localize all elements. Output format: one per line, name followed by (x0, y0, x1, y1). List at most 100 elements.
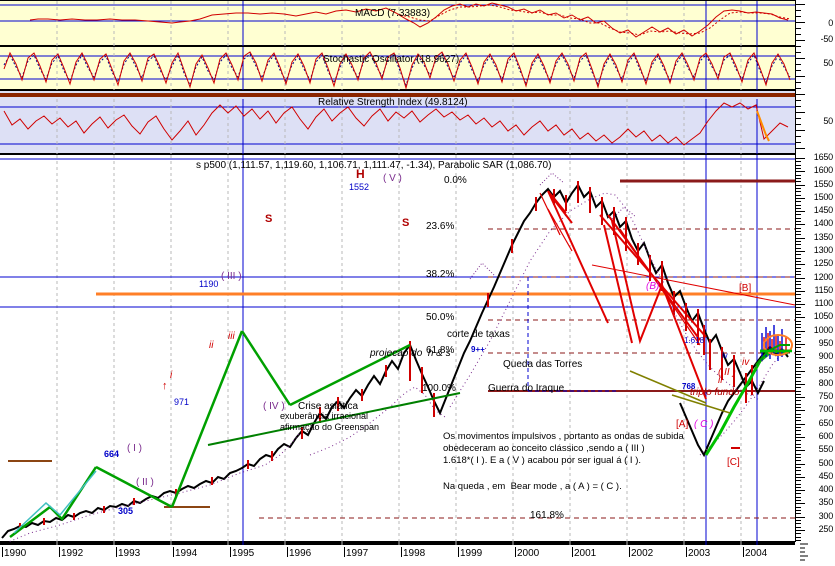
price-tick-label: 850 (818, 364, 834, 375)
date-tick-label: 2000 (515, 547, 540, 559)
price-tick-label: 900 (818, 351, 834, 362)
fib-label-618: 61.8% (426, 345, 455, 356)
price-tick-minor (796, 314, 801, 316)
price-tick (796, 397, 805, 399)
indicator-tick (796, 130, 805, 131)
annotation-crise-asiatica: Crise asiática (298, 401, 359, 412)
price-tick-minor (796, 191, 801, 193)
price-tick (796, 463, 805, 465)
price-tick-minor (796, 167, 801, 169)
bracket-C-dash (731, 447, 740, 449)
rsi-panel: Relative Strength Index (49.8124) (0, 90, 795, 155)
price-tick-label: 1400 (813, 218, 833, 229)
indicator-tick (796, 76, 805, 77)
price-tick-label: 700 (818, 404, 834, 415)
date-tick-label: 2004 (743, 547, 768, 559)
price-tick-label: 500 (818, 457, 834, 468)
price-tick (796, 437, 805, 438)
price-tick-label: 1150 (814, 284, 833, 295)
date-tick-label: 1992 (59, 547, 84, 559)
price-tick-label: 400 (818, 484, 834, 495)
annotation-queda-das-torres: Queda das Torres (503, 359, 583, 370)
price-title: s p500 (1,111.57, 1,119.60, 1,106.71, 1,… (196, 160, 552, 171)
price-tick-minor (796, 231, 801, 233)
marker-1552: 1552 (349, 182, 370, 192)
price-tick-minor (796, 347, 801, 349)
price-tick-label: 450 (818, 470, 834, 481)
price-tick-label: 1100 (814, 298, 833, 309)
indicator-tick (796, 22, 805, 23)
indicator-tick (796, 118, 801, 119)
indicator-tick (796, 4, 805, 5)
price-tick-label: 750 (818, 391, 834, 402)
price-tick (796, 344, 805, 345)
wave-label-I: ( I ) (127, 443, 142, 454)
price-tick-minor (796, 387, 801, 389)
price-tick-minor (796, 221, 801, 223)
price-tick-minor (796, 181, 801, 183)
price-tick-label: 650 (818, 417, 834, 428)
price-tick-label: 1000 (813, 324, 833, 335)
price-tick-minor (796, 363, 801, 365)
price-tick (796, 516, 805, 518)
left-shoulder-marker: S (265, 213, 273, 225)
up-arrow-marker: ↑ (162, 380, 168, 392)
indicator-tick (796, 40, 805, 41)
price-tick-minor (796, 247, 801, 249)
wave-label-ii-right: ii (718, 375, 723, 386)
price-tick-minor (796, 300, 801, 302)
annotation-guerra-do-iraque: Guerra do Iraque (488, 383, 565, 394)
price-tick-minor (796, 287, 801, 289)
indicator-tick (796, 58, 805, 59)
price-tick (796, 197, 805, 199)
price-tick-minor (796, 194, 801, 196)
price-tick (796, 171, 805, 173)
price-tick-minor (796, 337, 801, 339)
stochastic-title: Stochastic Oscillator (18.9627) (323, 54, 460, 65)
price-tick-minor (796, 174, 801, 176)
wave-label-iv-right: iv (742, 357, 750, 368)
fib-label-100: 100.0% (422, 383, 456, 394)
price-tick-minor (796, 536, 801, 538)
indicator-tick-label: 50 (823, 58, 833, 68)
price-tick-label: 800 (818, 377, 834, 388)
price-tick (796, 490, 805, 492)
price-tick-minor (796, 453, 801, 455)
price-tick-minor (796, 390, 801, 392)
price-tick-minor (796, 267, 801, 269)
price-tick-minor (796, 353, 801, 355)
date-tick-label: 1990 (2, 547, 27, 559)
price-tick-minor (796, 407, 801, 409)
price-tick (796, 357, 805, 359)
fib-label-50: 50.0% (426, 312, 455, 323)
price-tick (796, 277, 805, 279)
price-tick-minor (796, 327, 801, 329)
marker-664: 664 (104, 449, 120, 459)
price-tick-minor (796, 393, 801, 395)
indicator-tick-label: 50 (823, 116, 833, 126)
price-tick-minor (796, 400, 801, 402)
wave-label-V: ( V ) (383, 173, 402, 184)
annotation-exuberancia: exuberância irracional (280, 411, 369, 421)
macd-title: MACD (7.33883) (355, 8, 431, 19)
price-tick-minor (796, 413, 801, 415)
price-tick-minor (796, 340, 801, 342)
commentary-line-4: Na queda , em Bear mode , a ( A ) = ( C … (443, 481, 622, 492)
indicator-tick (796, 52, 801, 53)
price-tick-minor (796, 270, 801, 272)
price-tick-minor (796, 350, 801, 352)
price-tick-minor (796, 254, 801, 256)
paren-II-right: ( II ) (718, 367, 736, 378)
price-tick-label: 1050 (813, 311, 833, 322)
price-tick-minor (796, 403, 801, 405)
indicator-tick (796, 16, 801, 17)
price-tick (796, 317, 805, 319)
indicator-tick (796, 82, 801, 83)
ratio-1618-label: 1.618 (684, 336, 705, 345)
marker-768: 768 (682, 382, 696, 391)
price-tick (796, 211, 805, 213)
price-tick-minor (796, 257, 801, 259)
price-tick-minor (796, 284, 801, 286)
price-tick (796, 158, 805, 159)
price-tick-minor (796, 214, 801, 216)
